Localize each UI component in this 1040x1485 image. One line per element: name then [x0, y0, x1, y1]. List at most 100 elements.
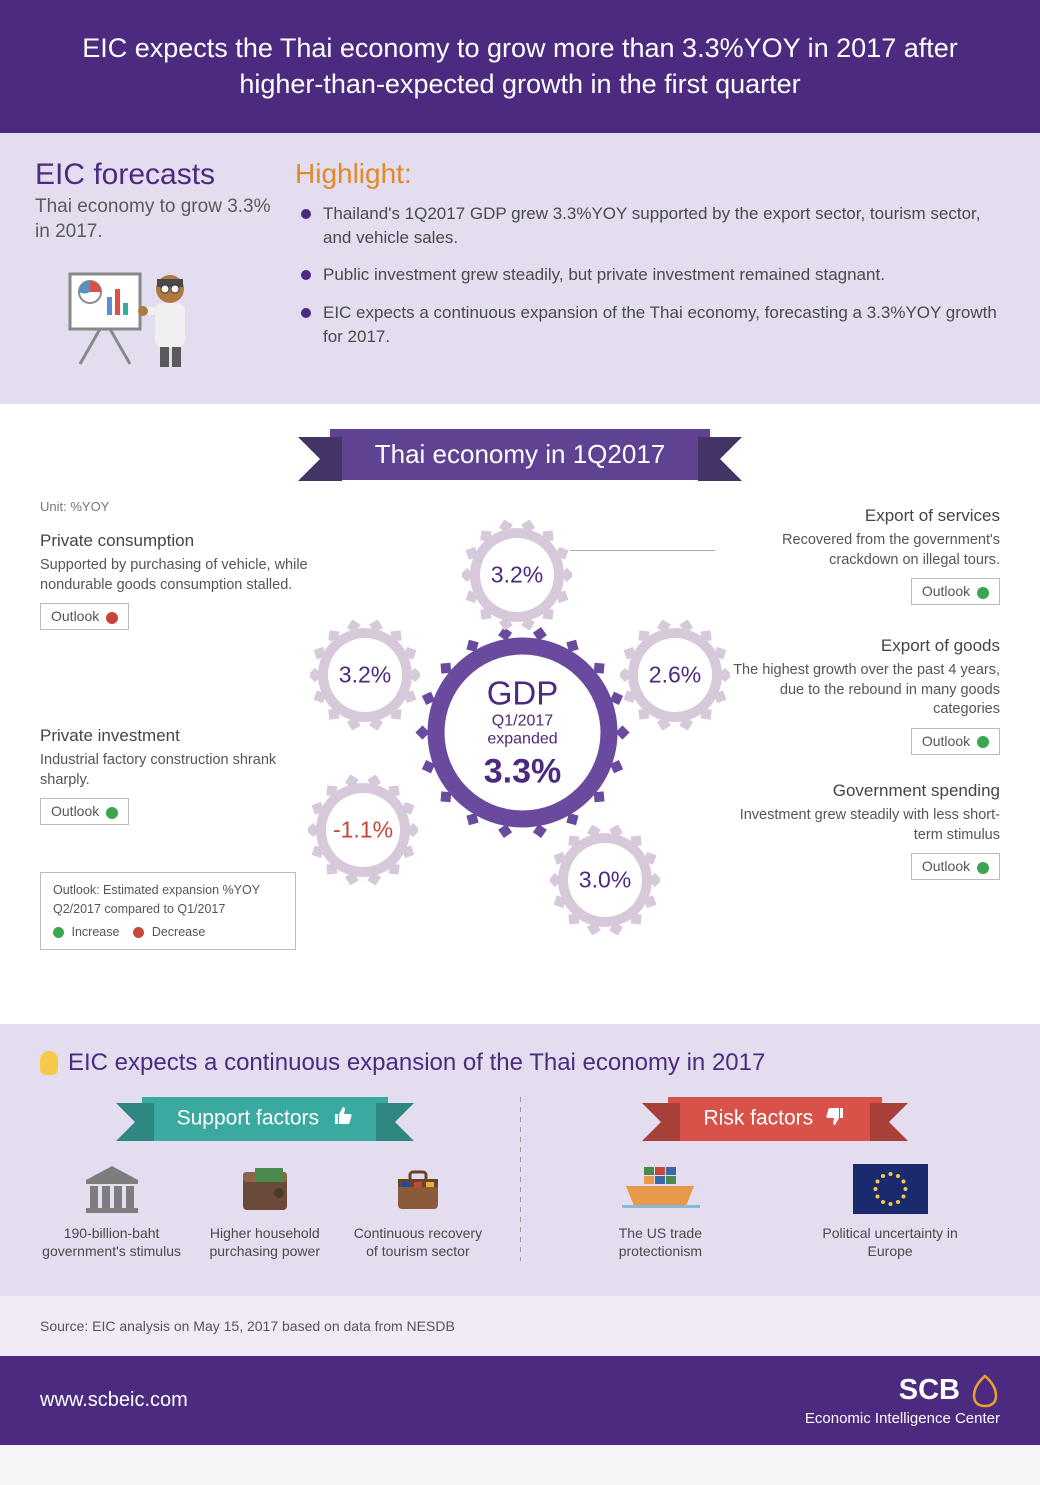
gear-private-investment: -1.1%: [308, 775, 418, 885]
callout-export-services: Export of services Recovered from the go…: [720, 505, 1000, 605]
risk-items: The US trade protectionism Political unc…: [551, 1161, 1001, 1260]
legend-dot-red: [133, 927, 144, 938]
highlight-item: EIC expects a continuous expansion of th…: [301, 301, 1005, 349]
footer-brand: SCB Economic Intelligence Center: [805, 1374, 1000, 1427]
forecast-section: EIC forecasts Thai economy to grow 3.3% …: [0, 133, 1040, 404]
outlook-badge: Outlook: [40, 798, 129, 825]
section-ribbon: Thai economy in 1Q2017: [30, 429, 1010, 480]
highlight-label: Highlight:: [295, 158, 1005, 190]
risk-ribbon: Risk factors: [551, 1097, 1001, 1141]
gear-value-negative: -1.1%: [333, 817, 393, 844]
main-header: EIC expects the Thai economy to grow mor…: [0, 0, 1040, 133]
gdp-sub: Q1/2017 expanded: [466, 712, 579, 748]
support-item: 190-billion-baht government's stimulus: [42, 1161, 182, 1260]
suitcase-icon: [348, 1161, 488, 1216]
support-ribbon: Support factors: [40, 1097, 490, 1141]
callout-title: Private consumption: [40, 530, 320, 553]
outlook-badge: Outlook: [911, 578, 1000, 605]
support-factors-col: Support factors 190-billion-baht governm…: [40, 1097, 490, 1260]
outlook-dot-red: [106, 612, 118, 624]
callout-text: Recovered from the government's crackdow…: [720, 531, 1000, 570]
support-label: Support factors: [177, 1107, 319, 1130]
outlook-badge: Outlook: [911, 853, 1000, 880]
risk-item: Political uncertainty in Europe: [805, 1161, 975, 1260]
forecast-left: EIC forecasts Thai economy to grow 3.3% …: [35, 158, 295, 374]
outlook-label: Outlook: [922, 858, 970, 874]
callout-gov-spending: Government spending Investment grew stea…: [720, 780, 1000, 880]
scb-sub: Economic Intelligence Center: [805, 1410, 1000, 1427]
source-text: Source: EIC analysis on May 15, 2017 bas…: [40, 1318, 455, 1334]
gear-private-consumption: 3.2%: [310, 620, 420, 730]
column-divider: [520, 1097, 521, 1260]
presenter-icon: [65, 259, 275, 374]
outlook-label: Outlook: [51, 608, 99, 624]
callout-private-consumption: Private consumption Supported by purchas…: [40, 530, 320, 630]
outlook-dot-green: [977, 736, 989, 748]
gear-value: 3.2%: [491, 562, 543, 589]
ribbon-text: Thai economy in 1Q2017: [330, 429, 711, 480]
lightbulb-icon: [40, 1051, 58, 1075]
gear-value: 2.6%: [649, 662, 701, 689]
callout-title: Government spending: [720, 780, 1000, 803]
scb-logo-icon: [970, 1374, 1000, 1408]
wallet-icon: [195, 1161, 335, 1216]
eu-flag-icon: [805, 1161, 975, 1216]
gear-value: 3.2%: [339, 662, 391, 689]
support-items: 190-billion-baht government's stimulus H…: [40, 1161, 490, 1260]
legend-text: Outlook: Estimated expansion %YOY Q2/201…: [53, 881, 283, 919]
gear-value: 3.0%: [579, 867, 631, 894]
source-section: Source: EIC analysis on May 15, 2017 bas…: [0, 1296, 1040, 1356]
header-title: EIC expects the Thai economy to grow mor…: [82, 33, 957, 99]
support-item: Continuous recovery of tourism sector: [348, 1161, 488, 1260]
risk-item: The US trade protectionism: [575, 1161, 745, 1260]
gear-canvas: GDP Q1/2017 expanded 3.3% 3.2% 3.2% -1.1…: [30, 490, 1010, 970]
outlook-badge: Outlook: [40, 603, 129, 630]
gear-gov-spending: 3.0%: [550, 825, 660, 935]
footer: www.scbeic.com SCB Economic Intelligence…: [0, 1356, 1040, 1445]
callout-title: Export of services: [720, 505, 1000, 528]
expansion-heading-text: EIC expects a continuous expansion of th…: [68, 1049, 765, 1077]
support-text: Continuous recovery of tourism sector: [348, 1224, 488, 1260]
support-text: 190-billion-baht government's stimulus: [42, 1224, 182, 1260]
expansion-section: EIC expects a continuous expansion of th…: [0, 1024, 1040, 1295]
expansion-heading: EIC expects a continuous expansion of th…: [40, 1049, 1000, 1077]
risk-text: The US trade protectionism: [575, 1224, 745, 1260]
callout-text: The highest growth over the past 4 years…: [720, 661, 1000, 720]
gdp-label: GDP: [466, 674, 579, 712]
callout-title: Private investment: [40, 725, 320, 748]
outlook-dot-green: [106, 807, 118, 819]
thumbs-down-icon: [825, 1106, 847, 1132]
callout-text: Industrial factory construction shrank s…: [40, 751, 320, 790]
gdp-gear-main: GDP Q1/2017 expanded 3.3%: [410, 620, 635, 845]
gdp-value: 3.3%: [466, 752, 579, 791]
ship-icon: [575, 1161, 745, 1216]
connector-line: [570, 550, 715, 551]
factors-row: Support factors 190-billion-baht governm…: [40, 1097, 1000, 1260]
forecast-subheading: Thai economy to grow 3.3% in 2017.: [35, 195, 275, 244]
outlook-label: Outlook: [922, 583, 970, 599]
legend-decrease: Decrease: [152, 925, 206, 939]
outlook-dot-green: [977, 862, 989, 874]
outlook-badge: Outlook: [911, 728, 1000, 755]
thumbs-up-icon: [331, 1106, 353, 1132]
callout-title: Export of goods: [720, 635, 1000, 658]
gear-export-goods: 2.6%: [620, 620, 730, 730]
footer-url: www.scbeic.com: [40, 1389, 188, 1412]
support-text: Higher household purchasing power: [195, 1224, 335, 1260]
support-item: Higher household purchasing power: [195, 1161, 335, 1260]
callout-text: Supported by purchasing of vehicle, whil…: [40, 556, 320, 595]
gear-section: Thai economy in 1Q2017 Unit: %YOY GDP Q1…: [0, 404, 1040, 1024]
risk-factors-col: Risk factors The US trade protectionism: [551, 1097, 1001, 1260]
gear-export-services: 3.2%: [462, 520, 572, 630]
forecast-right: Highlight: Thailand's 1Q2017 GDP grew 3.…: [295, 158, 1005, 374]
risk-text: Political uncertainty in Europe: [805, 1224, 975, 1260]
risk-label: Risk factors: [703, 1107, 813, 1130]
gdp-center-text: GDP Q1/2017 expanded 3.3%: [466, 674, 579, 791]
highlight-item: Thailand's 1Q2017 GDP grew 3.3%YOY suppo…: [301, 202, 1005, 250]
highlight-list: Thailand's 1Q2017 GDP grew 3.3%YOY suppo…: [295, 202, 1005, 349]
forecast-heading: EIC forecasts: [35, 158, 275, 192]
legend-increase: Increase: [71, 925, 119, 939]
highlight-item: Public investment grew steadily, but pri…: [301, 263, 1005, 287]
outlook-dot-green: [977, 587, 989, 599]
scb-logo-text: SCB: [899, 1374, 960, 1407]
